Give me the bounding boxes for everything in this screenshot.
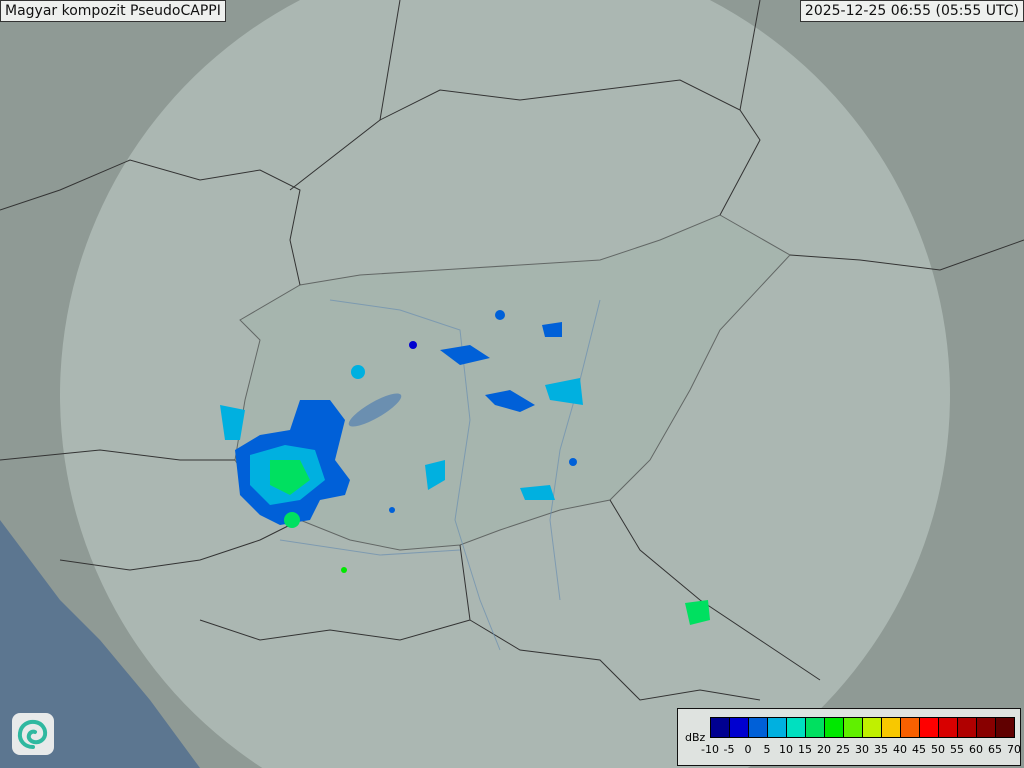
- legend-unit: dBz: [685, 731, 706, 744]
- legend-swatch: [787, 718, 806, 737]
- lake-balaton: [348, 393, 402, 427]
- legend-swatch: [749, 718, 768, 737]
- legend-tick-label: -10: [701, 743, 719, 756]
- product-title: Magyar kompozit PseudoCAPPI: [0, 0, 226, 22]
- legend-tick-label: 60: [969, 743, 983, 756]
- legend-tick-label: 70: [1007, 743, 1021, 756]
- legend-swatch: [920, 718, 939, 737]
- legend-swatch: [958, 718, 977, 737]
- timestamp: 2025-12-25 06:55 (05:55 UTC): [799, 0, 1024, 22]
- legend-swatch: [730, 718, 749, 737]
- rivers: [279, 299, 601, 651]
- swirl-logo-icon: [12, 713, 54, 755]
- legend-tick-label: 40: [893, 743, 907, 756]
- legend-tick-label: 30: [855, 743, 869, 756]
- country-borders: [0, 0, 1024, 701]
- legend-tick-label: 20: [817, 743, 831, 756]
- legend-tick-label: 0: [744, 743, 752, 756]
- precipitation-echoes: [220, 310, 710, 625]
- legend-tick-label: 15: [798, 743, 812, 756]
- legend-swatch: [939, 718, 958, 737]
- dbz-legend: dBz -10 -5 0 5 10 15 20 25 30 35 40 45 50 55 60 65 70: [677, 708, 1021, 766]
- legend-swatch: [882, 718, 901, 737]
- legend-tick-label: 10: [779, 743, 793, 756]
- legend-swatch: [996, 718, 1014, 737]
- legend-swatch: [768, 718, 787, 737]
- legend-swatch: [844, 718, 863, 737]
- legend-tick-label: 55: [950, 743, 964, 756]
- legend-swatch: [806, 718, 825, 737]
- legend-tick-label: 5: [763, 743, 771, 756]
- legend-swatch: [901, 718, 920, 737]
- legend-tick-label: 65: [988, 743, 1002, 756]
- adriatic-sea: [0, 520, 200, 768]
- legend-tick-label: 35: [874, 743, 888, 756]
- legend-tick-label: 25: [836, 743, 850, 756]
- legend-color-bar: [710, 717, 1015, 738]
- legend-tick-label: 50: [931, 743, 945, 756]
- legend-tick-label: 45: [912, 743, 926, 756]
- legend-swatch: [711, 718, 730, 737]
- legend-swatch: [825, 718, 844, 737]
- legend-swatch: [863, 718, 882, 737]
- legend-swatch: [977, 718, 996, 737]
- legend-tick-label: -5: [723, 743, 735, 756]
- legend-ticks: -10 -5 0 5 10 15 20 25 30 35 40 45 50 55 60 65 70: [700, 743, 1022, 757]
